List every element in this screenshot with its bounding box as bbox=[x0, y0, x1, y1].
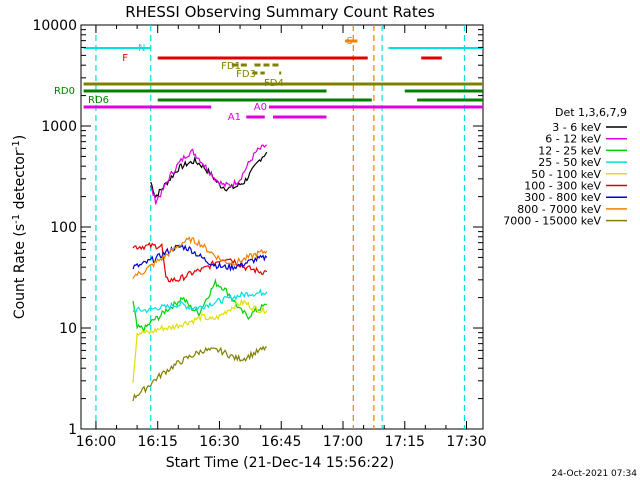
series-line-800-7000kev bbox=[132, 236, 268, 279]
legend-entry-label: 300 - 800 keV bbox=[524, 191, 601, 204]
legend-header: Det 1,3,6,7,9 bbox=[555, 106, 627, 119]
flag-label-s: S bbox=[347, 36, 353, 47]
flag-label-fd3: FD3 bbox=[236, 69, 256, 80]
y-tick-label: 1000 bbox=[41, 119, 77, 135]
flag-label-rd0: RD0 bbox=[54, 86, 75, 97]
flag-label-fd1: FD1 bbox=[221, 61, 241, 72]
y-axis-label: Count Rate (s-1 detector-1) bbox=[11, 135, 28, 319]
y-tick-label: 10 bbox=[59, 321, 77, 337]
flag-label-rd6: RD6 bbox=[88, 95, 109, 106]
generation-timestamp: 24-Oct-2021 07:34 bbox=[552, 469, 638, 479]
series-line-50-100kev bbox=[132, 298, 268, 383]
x-tick-label: 16:15 bbox=[138, 434, 178, 450]
series-line-12-25kev bbox=[132, 278, 268, 333]
legend-entry-label: 12 - 25 keV bbox=[538, 144, 601, 157]
x-tick-label: 16:00 bbox=[76, 434, 116, 450]
x-tick-label: 17:30 bbox=[446, 434, 486, 450]
series-line-7000-15000kev bbox=[132, 345, 267, 402]
series-line-100-300kev bbox=[132, 242, 268, 283]
x-tick-label: 17:00 bbox=[323, 434, 363, 450]
x-tick-label: 16:30 bbox=[199, 434, 239, 450]
x-tick-label: 16:45 bbox=[261, 434, 301, 450]
legend-entry-label: 3 - 6 keV bbox=[552, 121, 601, 134]
y-tick-label: 1 bbox=[68, 422, 77, 438]
count-rate-series bbox=[132, 144, 268, 402]
legend-entry-label: 50 - 100 keV bbox=[531, 168, 601, 181]
y-tick-label: 10000 bbox=[32, 18, 77, 34]
legend-entry-label: 800 - 7000 keV bbox=[517, 203, 601, 216]
y-tick-label: 100 bbox=[50, 220, 77, 236]
flag-label-n: N bbox=[138, 43, 145, 54]
series-line-25-50kev bbox=[132, 288, 268, 314]
legend-entry-label: 100 - 300 keV bbox=[524, 180, 601, 193]
legend-entry-label: 25 - 50 keV bbox=[538, 156, 601, 169]
flag-label-fd4: FD4 bbox=[264, 78, 284, 89]
x-axis-label: Start Time (21-Dec-14 15:56:22) bbox=[166, 455, 394, 471]
x-tick-label: 17:15 bbox=[385, 434, 425, 450]
legend-entry-label: 6 - 12 keV bbox=[545, 133, 601, 146]
series-line-300-800kev bbox=[132, 244, 268, 272]
series-line-6-12kev bbox=[150, 144, 268, 205]
flag-label-f: F bbox=[122, 53, 128, 64]
legend-entry-label: 7000 - 15000 keV bbox=[503, 215, 601, 228]
axes: 16:00 16:15 16:30 16:45 17:00 17:15 17:30 1 10 10… bbox=[32, 18, 486, 450]
flag-label-a0: A0 bbox=[254, 102, 267, 113]
flag-label-a1: A1 bbox=[228, 112, 241, 123]
chart-title: RHESSI Observing Summary Count Rates bbox=[125, 3, 435, 21]
